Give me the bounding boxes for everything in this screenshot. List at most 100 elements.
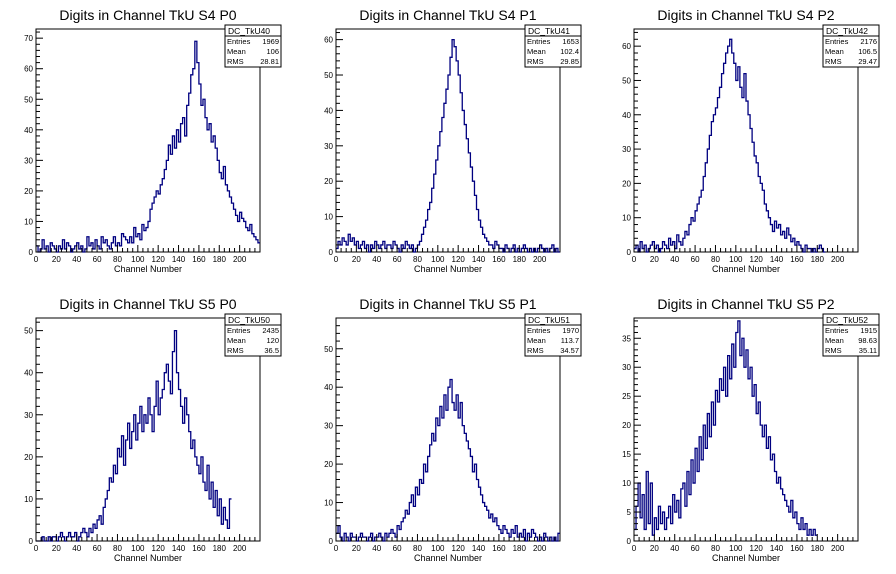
x-tick-label: 20 — [352, 255, 361, 264]
x-tick-label: 80 — [113, 544, 122, 553]
x-tick-label: 60 — [93, 255, 102, 264]
stats-label: Mean — [227, 47, 246, 56]
stats-value: 1915 — [860, 326, 877, 335]
x-tick-label: 40 — [670, 255, 679, 264]
x-tick-label: 80 — [711, 544, 720, 553]
x-tick-label: 80 — [113, 255, 122, 264]
x-tick-label: 140 — [472, 255, 486, 264]
x-tick-label: 20 — [52, 255, 61, 264]
histogram-line — [336, 378, 560, 542]
stats-label: Entries — [227, 37, 251, 46]
y-tick-label: 60 — [324, 36, 333, 45]
histogram-panel: Digits in Channel TkU S5 P10 20 40 60 80 100 1… — [324, 296, 582, 563]
y-tick-label: 10 — [24, 217, 33, 226]
x-tick-label: 180 — [811, 255, 825, 264]
x-tick-label: 60 — [93, 544, 102, 553]
stats-label: Mean — [825, 336, 844, 345]
x-tick-label: 20 — [352, 544, 361, 553]
panel-title: Digits in Channel TkU S5 P2 — [657, 296, 834, 312]
stats-value: 1653 — [562, 37, 579, 46]
x-tick-label: 100 — [729, 255, 743, 264]
y-tick-label: 30 — [324, 142, 333, 151]
y-tick-label: 0 — [627, 248, 632, 257]
stats-box-frame — [224, 24, 282, 68]
x-tick-label: 0 — [632, 255, 637, 264]
stats-name: DC_TkU52 — [826, 315, 868, 325]
x-tick-label: 200 — [831, 255, 845, 264]
x-tick-label: 40 — [372, 544, 381, 553]
stats-value: 1970 — [562, 326, 579, 335]
x-axis-label: Channel Number — [414, 553, 482, 563]
x-tick-label: 160 — [790, 544, 804, 553]
x-tick-label: 120 — [452, 544, 466, 553]
x-tick-label: 20 — [650, 544, 659, 553]
y-tick-label: 10 — [324, 499, 333, 508]
x-tick-label: 80 — [413, 255, 422, 264]
x-tick-label: 40 — [670, 544, 679, 553]
x-axis-label: Channel Number — [712, 264, 780, 274]
x-axis-label: Channel Number — [114, 553, 182, 563]
x-tick-label: 60 — [691, 544, 700, 553]
histogram-line — [336, 38, 560, 253]
histogram-line — [634, 38, 826, 253]
x-tick-label: 40 — [72, 544, 81, 553]
x-tick-label: 40 — [372, 255, 381, 264]
x-tick-label: 160 — [192, 255, 206, 264]
x-tick-label: 120 — [152, 255, 166, 264]
panel-title: Digits in Channel TkU S4 P2 — [657, 7, 834, 23]
x-tick-label: 80 — [413, 544, 422, 553]
histogram-line — [36, 40, 260, 253]
y-tick-label: 20 — [324, 177, 333, 186]
stats-box-frame — [524, 313, 582, 357]
stats-label: Mean — [825, 47, 844, 56]
stats-box-frame — [224, 313, 282, 357]
y-tick-label: 40 — [622, 111, 631, 120]
x-tick-label: 200 — [831, 544, 845, 553]
stats-name: DC_TkU40 — [228, 26, 270, 36]
stats-label: Mean — [527, 336, 546, 345]
y-tick-label: 40 — [24, 126, 33, 135]
x-tick-label: 120 — [750, 255, 764, 264]
y-tick-label: 60 — [24, 65, 33, 74]
x-tick-label: 140 — [172, 544, 186, 553]
y-tick-label: 0 — [29, 537, 34, 546]
stats-label: RMS — [527, 346, 544, 355]
y-tick-label: 30 — [24, 411, 33, 420]
x-tick-label: 20 — [52, 544, 61, 553]
histogram-panel: Digits in Channel TkU S4 P20 20 40 60 80 100 1… — [622, 7, 880, 274]
y-tick-label: 25 — [622, 392, 631, 401]
y-tick-label: 20 — [622, 179, 631, 188]
x-tick-label: 20 — [650, 255, 659, 264]
x-tick-label: 100 — [431, 255, 445, 264]
stats-value: 29.85 — [560, 57, 579, 66]
x-tick-label: 140 — [472, 544, 486, 553]
y-tick-label: 20 — [324, 460, 333, 469]
histogram-panel: Digits in Channel TkU S5 P00 20 40 60 80 100 1… — [24, 296, 282, 563]
x-tick-label: 0 — [632, 544, 637, 553]
stats-value: 2435 — [262, 326, 279, 335]
x-tick-label: 140 — [770, 544, 784, 553]
y-tick-label: 30 — [324, 422, 333, 431]
x-tick-label: 200 — [533, 544, 547, 553]
x-tick-label: 0 — [334, 544, 339, 553]
x-tick-label: 40 — [72, 255, 81, 264]
y-tick-label: 40 — [324, 383, 333, 392]
stats-box-frame — [822, 24, 880, 68]
x-tick-label: 180 — [513, 544, 527, 553]
x-axis-label: Channel Number — [414, 264, 482, 274]
y-tick-label: 40 — [324, 106, 333, 115]
stats-label: Entries — [527, 326, 551, 335]
x-tick-label: 200 — [233, 544, 247, 553]
stats-label: Entries — [527, 37, 551, 46]
x-tick-label: 100 — [729, 544, 743, 553]
y-tick-label: 10 — [622, 479, 631, 488]
x-tick-label: 180 — [213, 544, 227, 553]
x-tick-label: 0 — [34, 544, 39, 553]
histogram-panel: Digits in Channel TkU S5 P2 0 20 40 60 80 100 1… — [622, 296, 880, 563]
stats-value: 113.7 — [561, 336, 579, 345]
y-tick-label: 10 — [24, 495, 33, 504]
stats-value: 120 — [266, 336, 279, 345]
stats-name: DC_TkU50 — [228, 315, 270, 325]
